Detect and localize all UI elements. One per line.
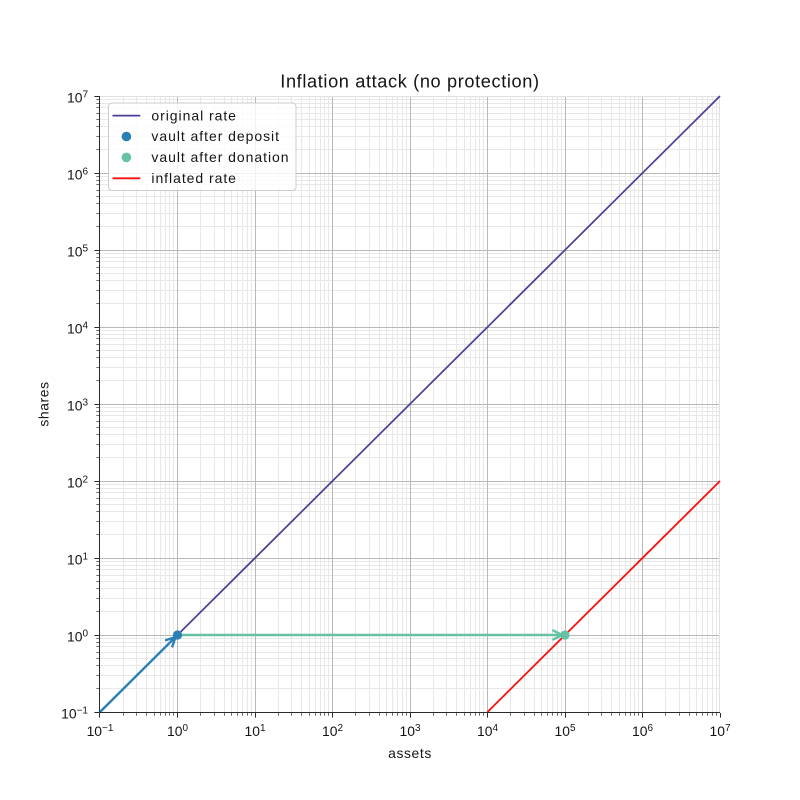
svg-text:Inflation attack (no protectio: Inflation attack (no protection) xyxy=(280,71,539,91)
svg-text:original rate: original rate xyxy=(151,107,237,123)
svg-text:vault after donation: vault after donation xyxy=(151,149,289,165)
svg-text:inflated rate: inflated rate xyxy=(151,170,237,186)
svg-text:assets: assets xyxy=(388,745,432,761)
svg-text:shares: shares xyxy=(36,381,52,426)
svg-text:vault after deposit: vault after deposit xyxy=(151,128,280,144)
